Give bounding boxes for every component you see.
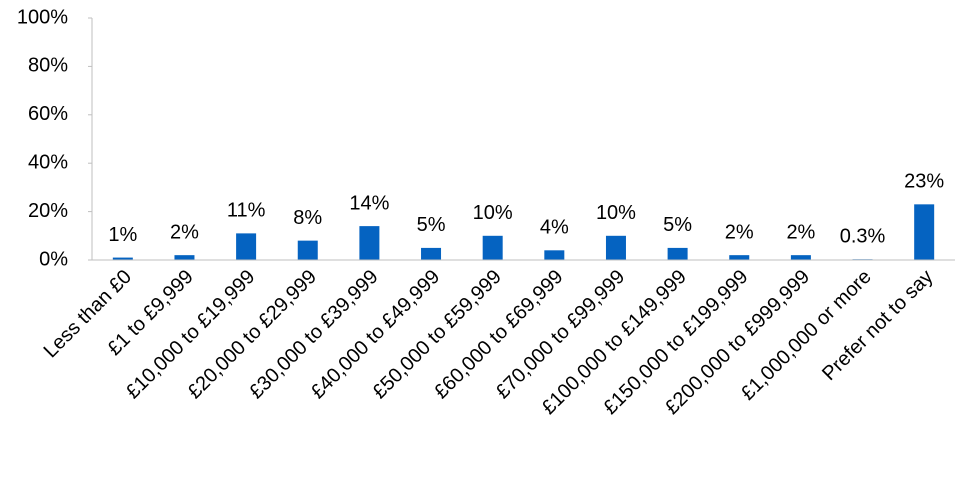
y-tick-label: 100% <box>17 6 68 28</box>
value-label: 2% <box>170 221 199 243</box>
bar <box>359 226 380 260</box>
bar <box>790 255 811 260</box>
value-label: 23% <box>904 171 944 193</box>
value-label: 10% <box>473 202 513 224</box>
bar <box>914 204 935 260</box>
value-label: 11% <box>227 200 266 222</box>
bar <box>544 250 565 260</box>
bar <box>297 240 318 260</box>
bar <box>112 257 133 260</box>
value-label: 5% <box>417 214 446 236</box>
bar <box>482 235 503 260</box>
value-label: 10% <box>596 202 636 224</box>
value-label: 1% <box>108 224 137 246</box>
value-label: 14% <box>349 192 389 214</box>
y-tick-label: 0% <box>39 248 68 270</box>
bar <box>236 233 257 260</box>
bar <box>667 247 688 260</box>
y-tick-label: 60% <box>28 103 68 125</box>
value-label: 4% <box>540 217 569 239</box>
x-tick-label: Prefer not to say <box>818 266 937 385</box>
y-tick-label: 40% <box>28 151 68 173</box>
value-label: 8% <box>293 207 322 229</box>
bar <box>421 247 442 260</box>
value-label: 2% <box>725 221 754 243</box>
value-label: 2% <box>786 221 815 243</box>
y-tick-label: 80% <box>28 55 68 77</box>
y-tick-label: 20% <box>28 200 68 222</box>
value-label: 5% <box>663 214 692 236</box>
bar <box>174 255 195 260</box>
value-label: 0.3% <box>840 226 886 248</box>
bar <box>605 235 626 260</box>
bar <box>729 255 750 260</box>
